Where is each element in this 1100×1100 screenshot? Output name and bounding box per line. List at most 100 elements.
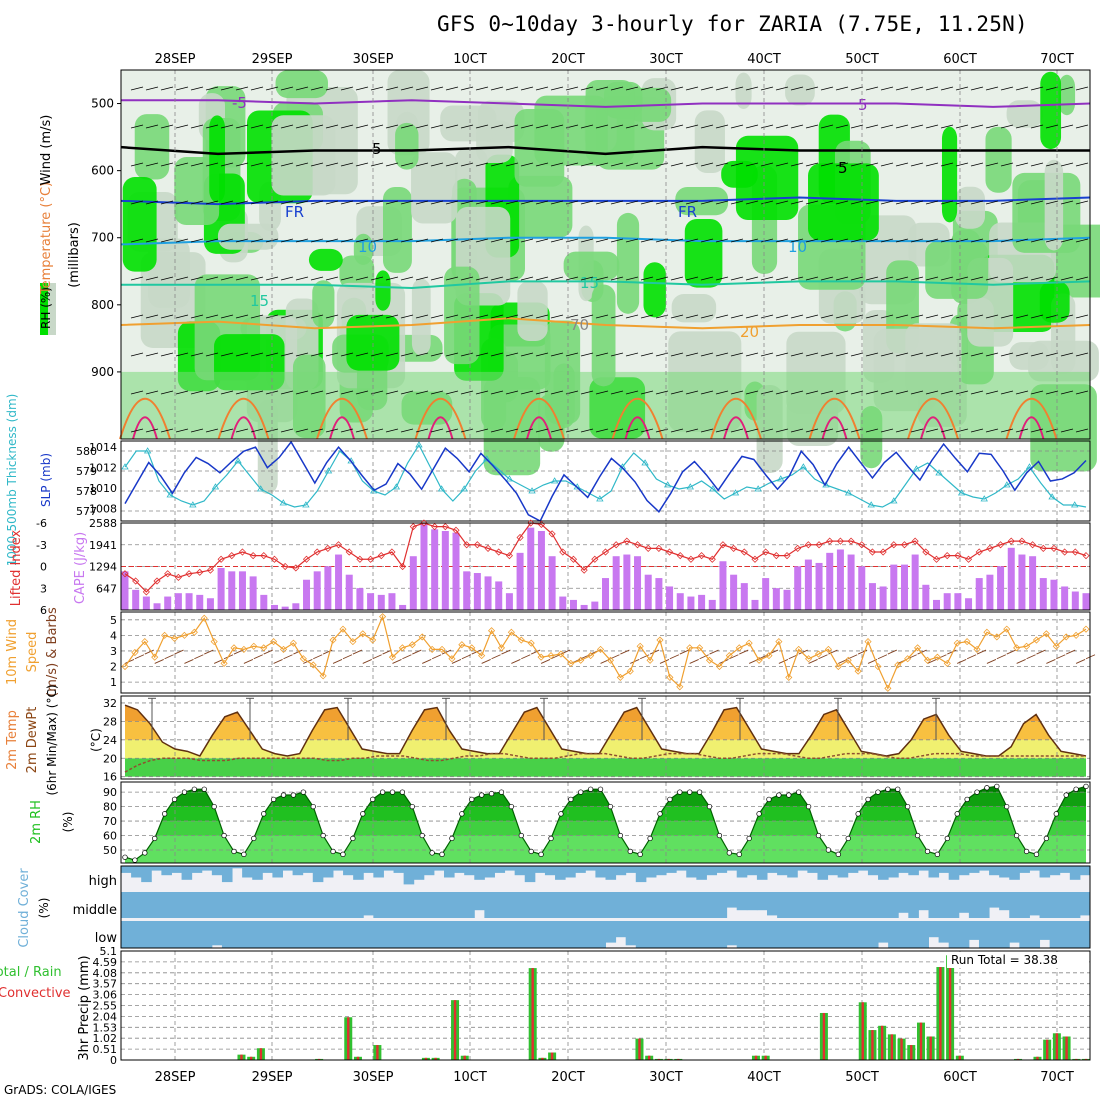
rh-marker bbox=[320, 832, 326, 839]
cape-bar bbox=[580, 604, 588, 610]
wind-barb bbox=[730, 200, 744, 205]
cloud-bar bbox=[1059, 866, 1071, 873]
precip-conv-bar bbox=[347, 1017, 350, 1060]
wind-barb bbox=[220, 314, 234, 319]
wind-barb bbox=[295, 314, 309, 319]
wind-barb bbox=[340, 200, 354, 205]
cloud-bar bbox=[777, 921, 788, 948]
rh-blob bbox=[785, 74, 815, 106]
cloud-bar bbox=[948, 892, 960, 918]
li-marker bbox=[922, 548, 930, 556]
wind-barb bbox=[535, 162, 549, 167]
wind10-marker bbox=[686, 644, 694, 652]
wind-barb bbox=[280, 238, 294, 243]
wind-barb bbox=[805, 428, 819, 433]
date-label-top: 70CT bbox=[1040, 52, 1074, 67]
isotherm-loop bbox=[132, 416, 158, 440]
wind10-marker bbox=[914, 644, 922, 652]
cape-bar bbox=[399, 604, 407, 610]
rh-marker bbox=[845, 835, 851, 842]
wind-barb bbox=[520, 428, 534, 433]
rh-blob bbox=[275, 70, 328, 99]
wind-barb bbox=[505, 390, 519, 395]
wind-barb bbox=[625, 86, 639, 91]
wind-barb bbox=[460, 162, 474, 167]
wind-barb bbox=[745, 314, 759, 319]
wind-barb bbox=[1036, 649, 1046, 655]
contour-label: FR bbox=[678, 203, 697, 221]
wind-barb bbox=[130, 238, 144, 243]
cloud-bar bbox=[827, 892, 839, 918]
wind-barb bbox=[1045, 86, 1059, 91]
cloud-bar bbox=[282, 892, 294, 918]
wind-barb bbox=[235, 162, 249, 167]
wind-barb bbox=[204, 649, 214, 655]
wind-barb bbox=[430, 238, 444, 243]
cape-bar bbox=[463, 571, 471, 610]
y-label: Wind (m/s) bbox=[39, 115, 54, 186]
thickness-marker bbox=[867, 501, 875, 508]
wind-barb bbox=[625, 162, 639, 167]
cloud-bar bbox=[555, 866, 566, 880]
wind10-marker bbox=[537, 653, 545, 661]
precip-legend-convective: Convective bbox=[0, 986, 71, 1001]
precip-conv-bar bbox=[1055, 1033, 1059, 1060]
li-marker bbox=[719, 541, 727, 549]
wind-barb bbox=[835, 86, 849, 91]
cloud-bar bbox=[312, 866, 324, 883]
cape-bar bbox=[142, 596, 150, 610]
y-tick-label-left: -3 bbox=[36, 539, 47, 552]
wind-barb bbox=[760, 238, 774, 243]
wind-barb bbox=[491, 654, 501, 660]
li-marker bbox=[334, 541, 343, 549]
wind-barb bbox=[1060, 162, 1074, 167]
cloud-bar bbox=[413, 921, 425, 948]
cape-bar bbox=[196, 594, 204, 610]
li-marker bbox=[868, 548, 877, 556]
cloud-bar bbox=[635, 921, 647, 948]
cloud-bar bbox=[736, 866, 748, 878]
y-tick-label: 700 bbox=[91, 231, 114, 245]
wind-barb bbox=[700, 86, 714, 91]
wind-barb bbox=[1030, 86, 1044, 91]
wind-barb bbox=[685, 352, 699, 357]
wind-barb bbox=[790, 86, 804, 91]
cloud-bar bbox=[201, 892, 213, 918]
cloud-bar bbox=[918, 866, 929, 871]
wind10-marker bbox=[993, 633, 1001, 641]
cloud-bar bbox=[938, 921, 950, 943]
cloud-bar bbox=[696, 866, 707, 880]
cloud-bar bbox=[393, 866, 405, 873]
cloud-bar bbox=[252, 892, 263, 918]
cloud-bar bbox=[746, 866, 758, 876]
date-label-top: 10CT bbox=[453, 52, 487, 67]
li-marker bbox=[302, 555, 311, 563]
wind-barb bbox=[213, 658, 224, 664]
cape-bar bbox=[1050, 579, 1058, 610]
rh-marker bbox=[558, 811, 564, 817]
wind-barb bbox=[1066, 649, 1076, 655]
rh-marker bbox=[736, 851, 742, 857]
wind-barb bbox=[910, 238, 924, 243]
rh-marker bbox=[389, 789, 396, 795]
wind-barb bbox=[175, 352, 189, 357]
wind-barb bbox=[145, 86, 159, 91]
wind-barb bbox=[775, 162, 789, 167]
wind-barb bbox=[160, 162, 174, 167]
wind-barb bbox=[430, 276, 444, 281]
wind-barb bbox=[715, 390, 729, 395]
rh-marker bbox=[805, 803, 812, 810]
cape-bar bbox=[623, 554, 631, 610]
li-marker bbox=[879, 548, 887, 556]
isotherm-line bbox=[120, 317, 1091, 330]
precip-conv-bar bbox=[434, 1057, 437, 1060]
wind-barb bbox=[1015, 428, 1029, 433]
wind-barb bbox=[790, 314, 804, 319]
wind-barb bbox=[190, 124, 204, 129]
wind-barb bbox=[250, 162, 264, 167]
wind-barb bbox=[130, 276, 144, 281]
wind-barb bbox=[910, 124, 924, 129]
wind-barb bbox=[144, 649, 154, 655]
wind-barb bbox=[910, 200, 924, 205]
cape-bar bbox=[1039, 578, 1047, 610]
